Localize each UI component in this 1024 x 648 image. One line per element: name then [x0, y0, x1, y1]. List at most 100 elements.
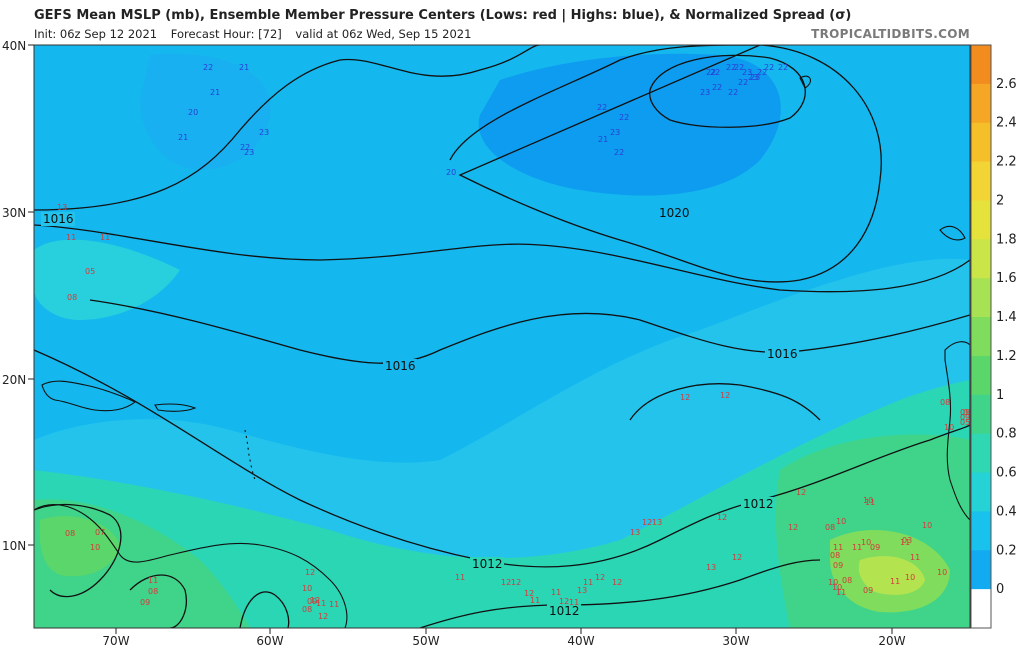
- coast-puerto-rico: [154, 403, 197, 412]
- member-low-center: 08: [67, 293, 77, 302]
- member-high-center: 22: [726, 63, 736, 72]
- member-low-center: 13: [706, 563, 716, 572]
- coast-canary: [939, 225, 966, 241]
- isobar-label: 1016: [385, 359, 416, 373]
- member-low-center: 12: [501, 578, 511, 587]
- member-low-center: 12: [796, 488, 806, 497]
- member-low-center: 12: [720, 391, 730, 400]
- member-high-center: 21: [239, 63, 249, 72]
- member-low-center: 08: [302, 605, 312, 614]
- member-high-center: 22: [734, 63, 744, 72]
- colorbar-swatch: [971, 355, 991, 396]
- member-low-center: 09: [833, 561, 843, 570]
- spread-band-south: [34, 380, 970, 628]
- colorbar-swatch: [971, 45, 991, 85]
- colorbar-label: 1.6: [996, 271, 1017, 286]
- isobar-1024-high: [649, 54, 806, 128]
- member-low-center: 12: [305, 568, 315, 577]
- lon-label: 70W: [102, 634, 129, 648]
- member-low-center: 13: [630, 528, 640, 537]
- member-low-center: 12: [612, 578, 622, 587]
- spread-max-central-america: [39, 516, 120, 577]
- member-low-center: 09: [963, 408, 973, 417]
- member-low-center: 11: [836, 588, 846, 597]
- member-low-center: 12: [788, 523, 798, 532]
- member-high-center: 21: [178, 133, 188, 142]
- isobar-caribbean-low: [34, 503, 122, 598]
- member-low-center: 11: [583, 578, 593, 587]
- member-high-center: 22: [619, 113, 629, 122]
- lat-label: 20N: [2, 373, 26, 387]
- isobar-1012-south: [419, 559, 821, 628]
- lon-label: 60W: [256, 634, 283, 648]
- spread-field: [34, 45, 970, 628]
- isobar-label: 1012: [743, 497, 774, 511]
- member-low-center: 11: [833, 543, 843, 552]
- member-low-center: 12: [318, 612, 328, 621]
- isobar-label: 1016: [43, 212, 74, 226]
- member-high-center: 22: [597, 103, 607, 112]
- member-low-center: 11: [569, 598, 579, 607]
- member-high-center: 22: [614, 148, 624, 157]
- isobar-label: 1012: [472, 557, 503, 571]
- member-low-center: 09: [863, 586, 873, 595]
- colorbar-label: 2: [996, 193, 1004, 208]
- member-low-center: 08: [65, 529, 75, 538]
- colorbar-swatch: [971, 550, 991, 590]
- member-low-center: 12: [717, 513, 727, 522]
- valid-time: valid at 06z Wed, Sep 15 2021: [295, 27, 472, 41]
- member-low-center: 11: [316, 599, 326, 608]
- colorbar-label: 2.6: [996, 77, 1017, 92]
- member-high-center: 22: [728, 88, 738, 97]
- member-high-center: 23: [259, 128, 269, 137]
- member-low-center: 10: [832, 583, 842, 592]
- member-low-center: 08: [842, 576, 852, 585]
- member-low-center: 11: [66, 233, 76, 242]
- brand-watermark: TROPICALTIDBITS.COM: [811, 27, 970, 41]
- isobar-1012-main: [34, 349, 970, 568]
- member-low-center: 09: [307, 597, 317, 606]
- member-high-center: 22: [738, 78, 748, 87]
- isobar-caribbean-ring: [129, 574, 187, 628]
- member-low-center: 10: [944, 423, 954, 432]
- member-low-center: 13: [577, 586, 587, 595]
- colorbar-frame: [970, 44, 992, 629]
- member-low-center: 11: [551, 588, 561, 597]
- colorbar-swatch: [971, 122, 991, 163]
- member-low-center: 10: [828, 578, 838, 587]
- coast-lesser-antilles: [244, 429, 256, 481]
- member-low-center: 12: [511, 578, 521, 587]
- member-low-center: 12: [595, 573, 605, 582]
- member-low-center: 09: [140, 598, 150, 607]
- isobar-label: 1016: [767, 347, 798, 361]
- member-low-center: 12: [559, 597, 569, 606]
- plot-frame: [33, 44, 971, 629]
- member-low-center: 03: [902, 536, 912, 545]
- member-low-center: 11: [100, 233, 110, 242]
- colorbar-label: 1.2: [996, 349, 1017, 364]
- member-low-center: 11: [910, 553, 920, 562]
- colorbar-label: 0.2: [996, 543, 1017, 558]
- member-high-center: 22: [240, 143, 250, 152]
- member-low-center: 05: [960, 418, 970, 427]
- colorbar-label: 2.4: [996, 116, 1017, 131]
- member-low-center: 11: [865, 498, 875, 507]
- colorbar-swatch: [971, 511, 991, 551]
- member-high-center: 22: [757, 68, 767, 77]
- member-low-center: 10: [836, 517, 846, 526]
- member-low-center: 08: [940, 398, 950, 407]
- lon-label: 30W: [722, 634, 749, 648]
- member-low-center: 10: [861, 538, 871, 547]
- colorbar-swatch: [971, 394, 991, 435]
- isobar-sa-ring: [239, 591, 290, 628]
- spread-minimum-west: [140, 53, 271, 170]
- member-low-center: 10: [905, 573, 915, 582]
- member-high-center: 22: [706, 68, 716, 77]
- isobar-1020: [449, 45, 882, 283]
- colorbar-label: 1.4: [996, 310, 1017, 325]
- lon-axis: 70W 60W 50W 40W 30W 20W: [102, 628, 906, 648]
- member-low-center: 08: [825, 523, 835, 532]
- lat-label: 30N: [2, 206, 26, 220]
- colorbar-label: 0: [996, 582, 1004, 597]
